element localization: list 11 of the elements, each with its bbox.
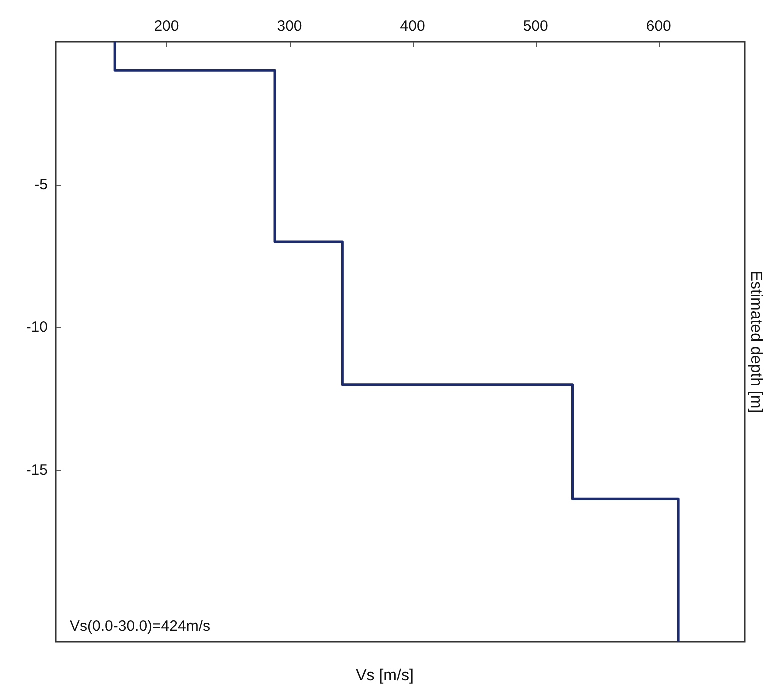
x-tick-label: 600 <box>646 18 672 35</box>
x-axis-title: Vs [m/s] <box>356 668 414 684</box>
annotation: Vs(0.0-30.0)=424m/s <box>70 618 210 635</box>
y-tick-label: -15 <box>26 462 48 480</box>
y-tick-label: -5 <box>34 176 48 194</box>
y-axis-title: Estimated depth [m] <box>748 270 764 414</box>
x-tick-label: 400 <box>400 18 426 35</box>
x-tick-label: 300 <box>277 18 302 35</box>
y-tick-label: -10 <box>26 319 48 336</box>
x-tick-label: 200 <box>154 18 180 35</box>
x-tick-label: 500 <box>523 18 548 35</box>
